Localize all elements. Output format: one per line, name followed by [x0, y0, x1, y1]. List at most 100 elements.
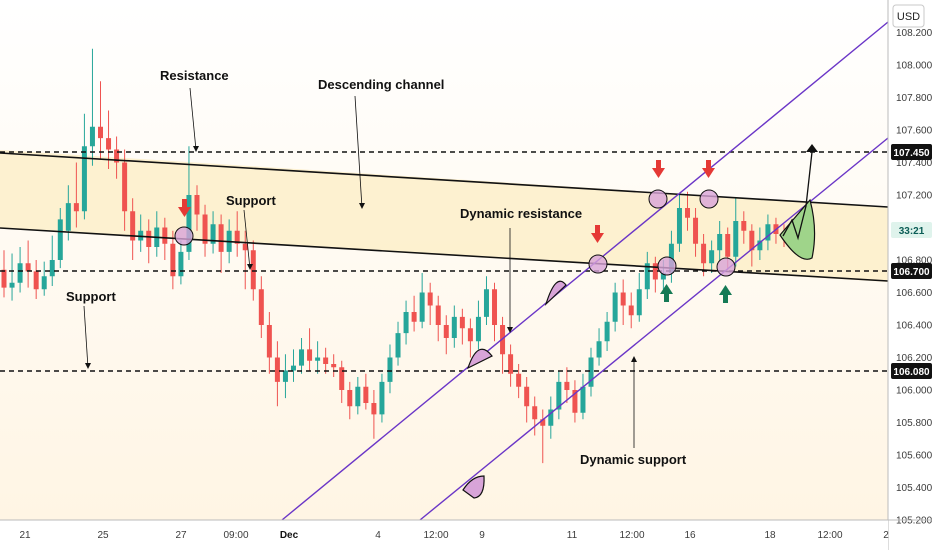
price-tick-label: 106.000 [896, 386, 932, 397]
candle-body [379, 381, 385, 415]
candle-body [443, 325, 449, 338]
annotation-support-mid: Support [226, 193, 276, 208]
candle-body [483, 289, 489, 317]
projection-zone [779, 198, 816, 260]
candle [307, 328, 313, 371]
candle [339, 360, 345, 403]
candle [580, 373, 586, 420]
candle-body [403, 312, 409, 334]
price-tick-label: 107.200 [896, 191, 932, 202]
candle [282, 354, 288, 399]
candle [1, 250, 7, 298]
price-tag-resistance-text: 107.450 [893, 148, 930, 159]
time-tick-label: 12:00 [423, 530, 448, 541]
time-tick-label: 09:00 [223, 530, 248, 541]
candle-body [274, 357, 280, 382]
candle [194, 185, 200, 231]
candle [709, 240, 715, 273]
price-tick-label: 105.600 [896, 451, 932, 462]
candle-body [162, 227, 168, 244]
candle [371, 390, 377, 439]
candle-body [290, 365, 296, 371]
candle-body [588, 357, 594, 387]
candle-body [315, 357, 321, 361]
candle-body [540, 419, 546, 426]
candle [130, 198, 136, 260]
candle [178, 240, 184, 285]
candle [548, 396, 554, 439]
candle-body [644, 263, 650, 290]
time-tick-label: 12:00 [619, 530, 644, 541]
candle [588, 347, 594, 397]
currency-label: USD [897, 11, 920, 23]
price-tick-label: 107.400 [896, 158, 932, 169]
candle [146, 219, 152, 264]
candle [266, 312, 272, 374]
time-axis-ticks: 21 25 27 09:00 Dec 4 12:00 9 11 12:00 16 18 12:00 2 [19, 530, 889, 541]
candle-body [282, 370, 288, 382]
candle [387, 344, 393, 394]
down-arrow-icon [591, 225, 604, 243]
candle-body [572, 390, 578, 413]
time-tick-label: 11 [567, 530, 578, 541]
candle [17, 247, 23, 293]
candle [516, 364, 522, 399]
candle-body [693, 217, 699, 244]
annotation-pointer-head [247, 264, 253, 270]
touch-circle [699, 189, 719, 209]
annotation-pointer-head [631, 356, 637, 362]
candle [741, 211, 747, 244]
candle-body [725, 234, 731, 257]
candle [242, 230, 248, 290]
channel-touch-marker [544, 280, 567, 307]
candle [379, 373, 385, 423]
candle [467, 318, 473, 358]
price-tag-support-top-text: 106.700 [893, 267, 930, 278]
dynamic-resistance-line [281, 21, 889, 521]
candle-body [524, 386, 530, 407]
time-tick-label: 4 [375, 530, 381, 541]
annotation-support-left: Support [66, 289, 116, 304]
candle-body [451, 316, 457, 338]
candle-body [114, 149, 120, 163]
touch-circle [657, 256, 677, 276]
candle-body [596, 341, 602, 358]
candle [97, 81, 103, 160]
descending-channel-lower [0, 227, 889, 282]
candle-body [250, 250, 256, 290]
candle-body [387, 357, 393, 382]
candle-body [170, 243, 176, 277]
currency-button[interactable] [892, 4, 925, 28]
candle [733, 198, 739, 267]
candle-body [371, 403, 377, 415]
candle [524, 377, 530, 423]
candle-body [355, 386, 361, 407]
candle-body [73, 203, 79, 212]
candle-body [210, 224, 216, 244]
candle-body [532, 406, 538, 420]
candle [81, 113, 87, 220]
price-axis-panel [888, 0, 932, 520]
price-tag-support-top [891, 263, 932, 279]
candle-body [122, 162, 128, 212]
candle-body [33, 271, 39, 290]
candle-body [685, 208, 691, 218]
candle [355, 377, 361, 415]
price-tag-current [891, 222, 932, 238]
candle [572, 380, 578, 423]
candle [749, 224, 755, 267]
time-axis-panel [0, 520, 888, 550]
candle-body [757, 240, 763, 251]
candle-body [234, 230, 240, 244]
candle [9, 253, 15, 301]
candle-body [1, 269, 7, 288]
candle-body [548, 409, 554, 426]
touch-circle [174, 226, 194, 246]
candle-body [435, 305, 441, 325]
candle-body [620, 292, 626, 306]
candle-body [178, 251, 184, 277]
candle [693, 208, 699, 257]
down-arrow-icon [652, 160, 665, 178]
candle [483, 276, 489, 325]
